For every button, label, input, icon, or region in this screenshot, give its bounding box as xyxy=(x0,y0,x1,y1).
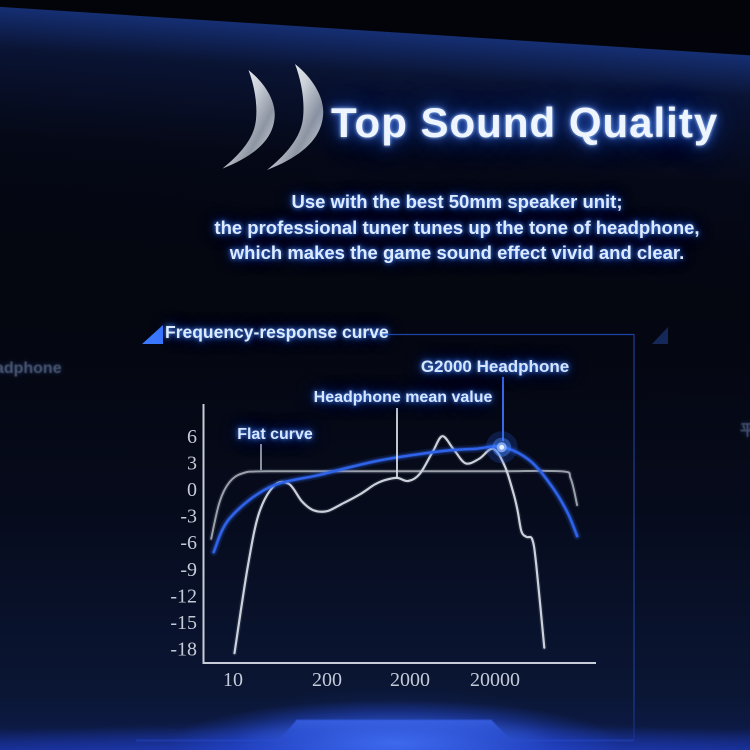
faint-left-chart xyxy=(0,377,98,691)
y-tick-label: 6 xyxy=(187,426,197,448)
x-tick-label: 20000 xyxy=(470,669,520,691)
y-tick-label: -15 xyxy=(170,612,197,634)
double-swoosh-logo-icon xyxy=(222,64,324,170)
annotation-label-g2000-headphone: G2000 Headphone xyxy=(420,357,570,376)
chart-axes xyxy=(202,404,596,664)
subtitle: Use with the best 50mm speaker unit; the… xyxy=(82,189,750,266)
series-g2000 xyxy=(212,445,579,554)
panel-corner-triangle-icon xyxy=(142,325,163,344)
y-tick-label: -12 xyxy=(170,585,197,607)
faint-right-chart xyxy=(677,377,750,691)
y-tick-label: -9 xyxy=(180,559,197,581)
series-flat xyxy=(210,469,579,540)
y-tick-label: -6 xyxy=(180,532,197,554)
y-tick-label: -3 xyxy=(180,506,197,528)
series-mean xyxy=(233,435,546,655)
subtitle-line-3: which makes the game sound effect vivid … xyxy=(229,242,685,263)
subtitle-line-2: the professional tuner tunes up the tone… xyxy=(214,216,700,238)
swoosh-right xyxy=(267,64,324,170)
y-tick-label: -18 xyxy=(170,639,197,661)
swoosh-left xyxy=(222,70,275,169)
annotation-label-headphone-mean-value: Headphone mean value xyxy=(313,389,493,406)
y-tick-label: 3 xyxy=(187,452,197,474)
subtitle-line-1: Use with the best 50mm speaker unit; xyxy=(291,191,623,212)
panel-title: Frequency-response curve xyxy=(165,322,389,342)
x-tick-label: 2000 xyxy=(390,669,430,691)
frequency-response-chart: 6 3 0 -3 -6 -9 -12 -15 -18 10 200 2000 20000 xyxy=(170,377,596,691)
x-tick-label: 10 xyxy=(223,669,243,691)
series-mean-soft xyxy=(232,433,547,656)
annotation-label-flat-curve: Flat curve xyxy=(237,426,313,443)
page-title: Top Sound Quality xyxy=(331,99,719,146)
faint-right-triangle-icon xyxy=(652,327,668,344)
panel-notch xyxy=(280,720,510,741)
y-tick-label: 0 xyxy=(187,479,197,501)
g2000-marker-dot xyxy=(499,444,505,450)
x-tick-label: 200 xyxy=(312,669,342,691)
